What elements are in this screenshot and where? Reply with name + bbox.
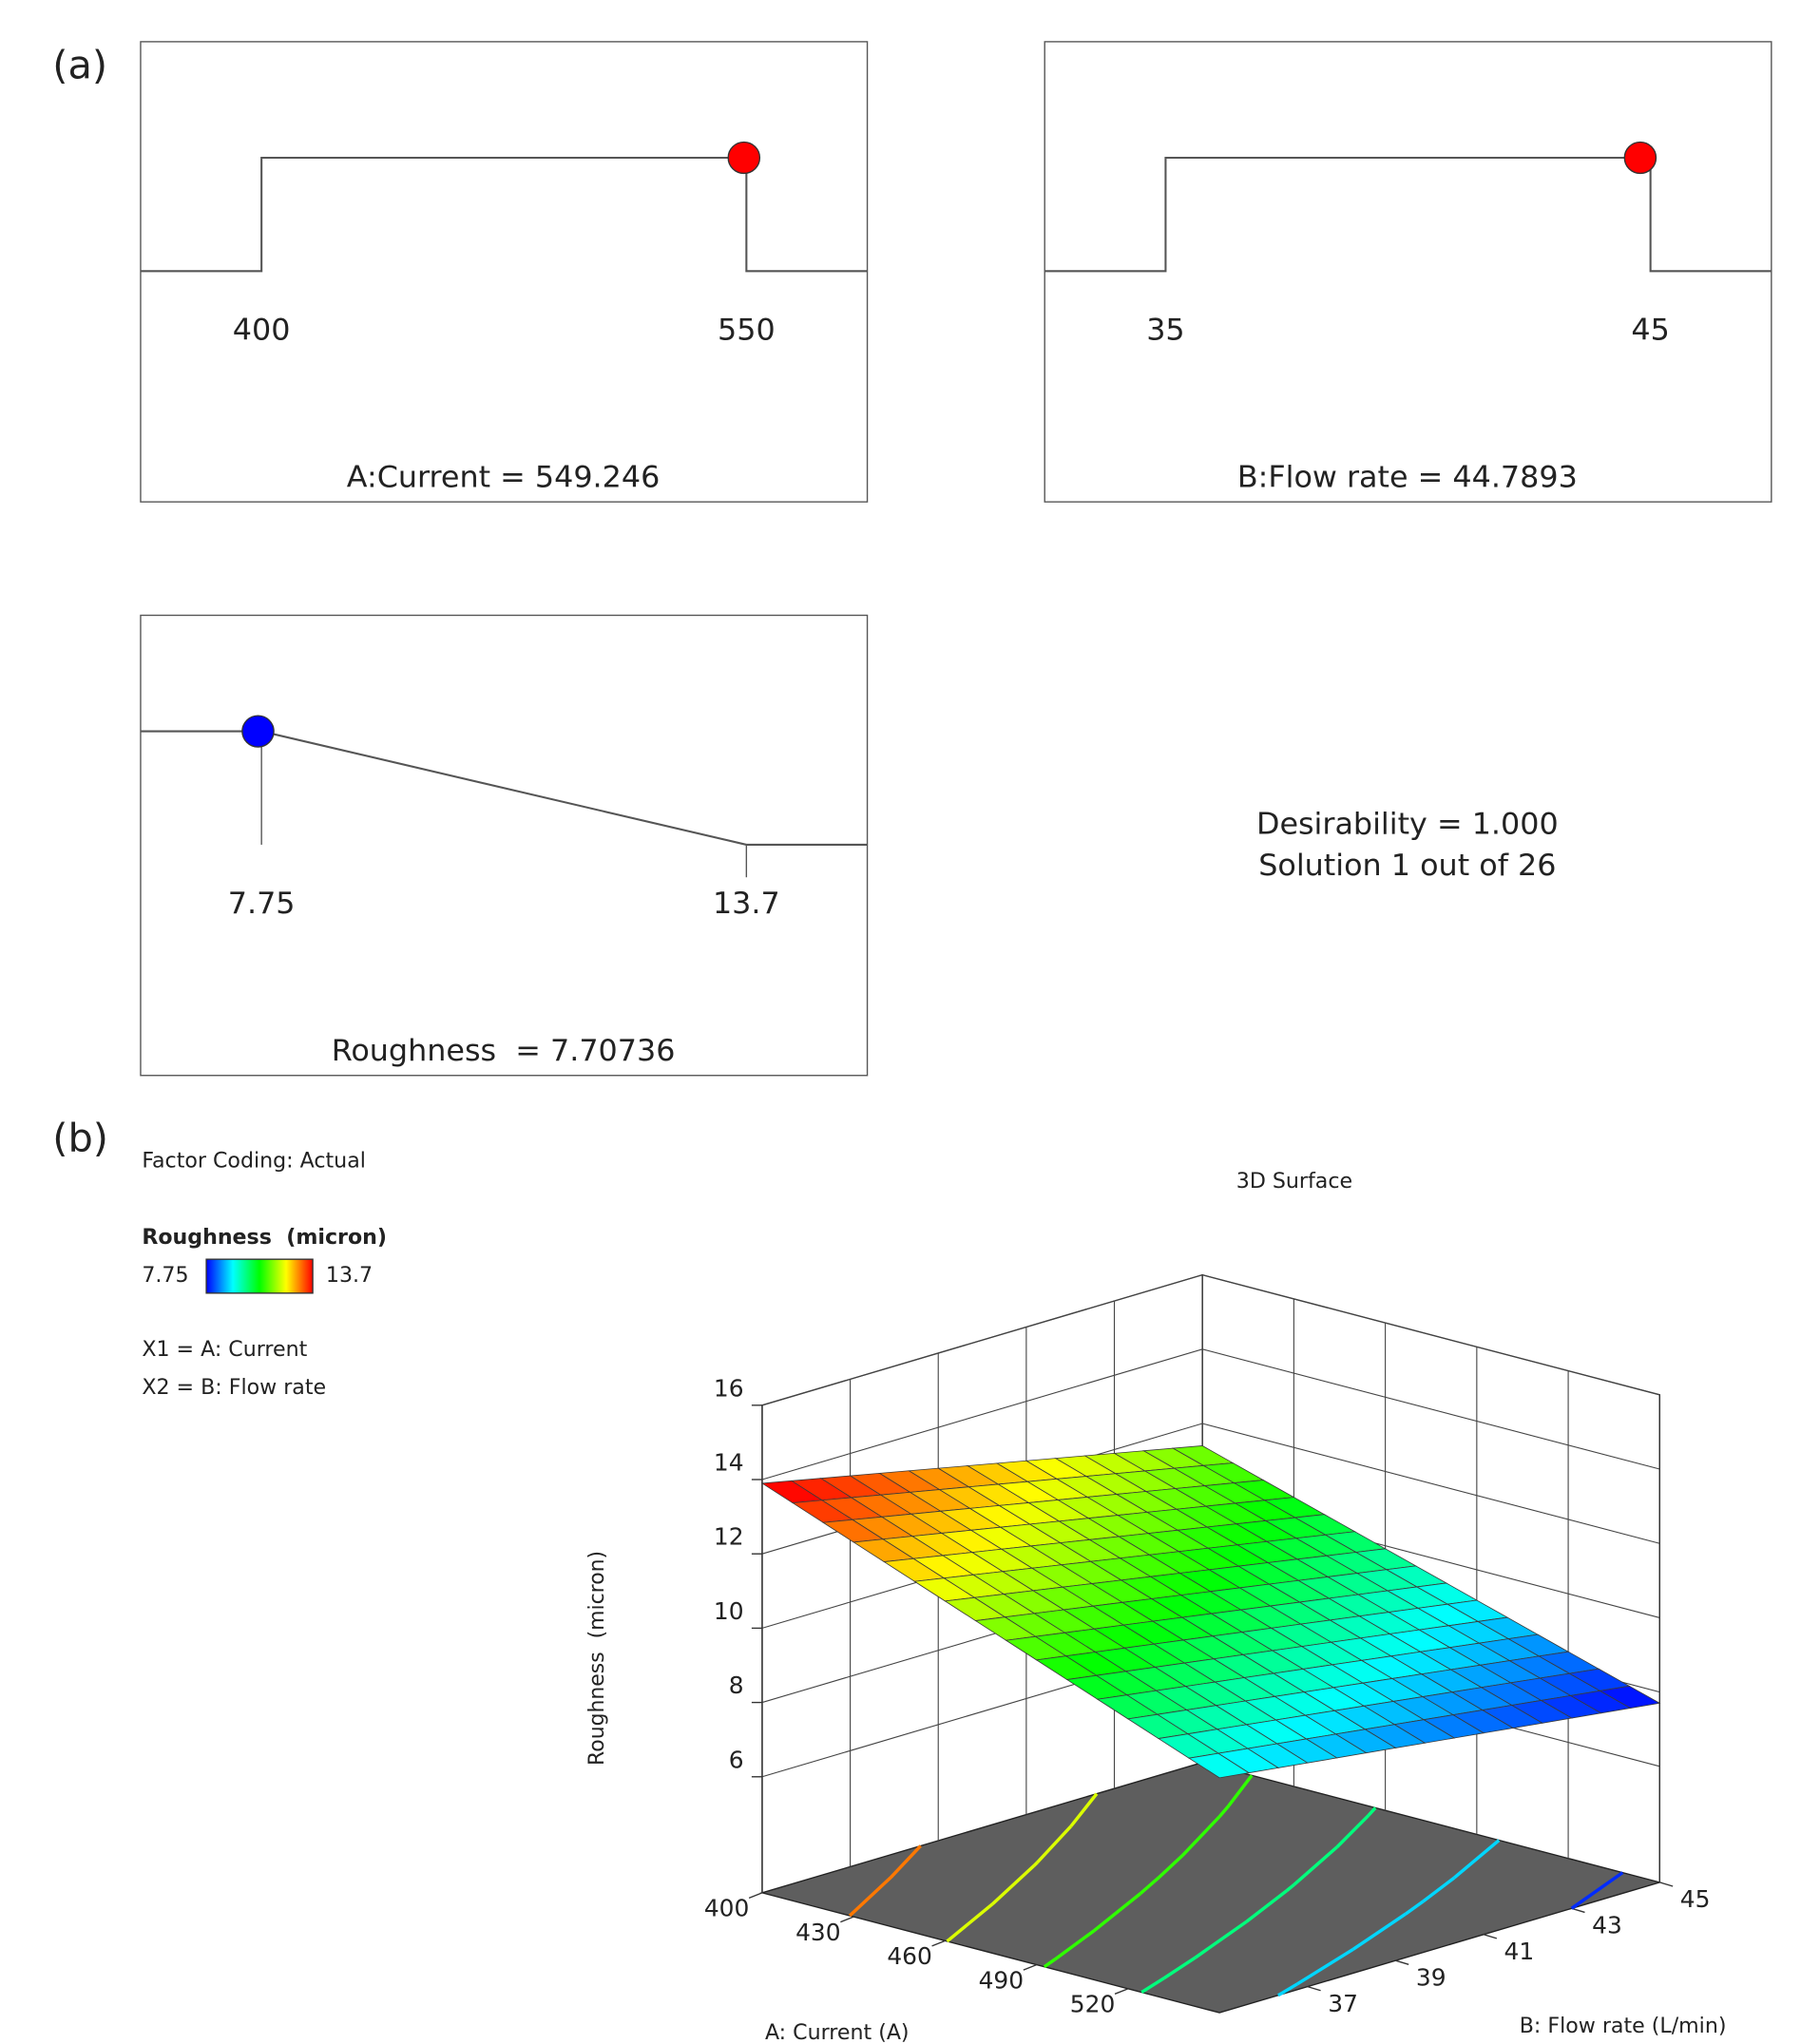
legend-title: Roughness (micron) (142, 1226, 387, 1250)
x-tick (931, 1939, 946, 1947)
x-tick-label: 520 (1070, 1991, 1115, 2018)
ramp-line (1044, 156, 1772, 273)
ramp-caption: Roughness = 7.70736 (332, 1034, 676, 1068)
colorbar-high: 13.7 (326, 1264, 373, 1288)
contour-line (1163, 1956, 1197, 1979)
y-tick (1307, 1985, 1321, 1992)
z-tick-label: 12 (714, 1523, 744, 1551)
y-tick (1571, 1907, 1585, 1914)
z-tick-label: 10 (714, 1597, 744, 1625)
contour-line (1069, 1792, 1099, 1827)
grid-line (761, 1274, 1660, 1406)
z-tick-label: 8 (729, 1671, 744, 1699)
contour-line (1043, 1958, 1057, 1969)
contour-line (1036, 1824, 1073, 1864)
x-tick (840, 1916, 854, 1923)
contour-line (1139, 1876, 1160, 1896)
x-tick (1023, 1963, 1037, 1971)
x-tick-label: 460 (887, 1942, 931, 1970)
contour-line (1180, 1815, 1221, 1857)
contour-line (1276, 1982, 1298, 1997)
z-tick-label: 14 (714, 1449, 744, 1477)
z-axis-label: Roughness (micron) (585, 1551, 609, 1766)
contour-line (1293, 1845, 1339, 1886)
ramp-point (1623, 141, 1657, 175)
contour-line (1453, 1839, 1501, 1880)
x-tick (1114, 1988, 1129, 1995)
contour-line (1351, 1912, 1407, 1951)
y-tick-label: 37 (1328, 1990, 1358, 2017)
x-tick-label: 490 (979, 1966, 1024, 1994)
contour-line (1296, 1948, 1354, 1986)
contour-line (1218, 1805, 1231, 1818)
factor-coding: Factor Coding: Actual (142, 1149, 366, 1173)
contour-line (1335, 1814, 1370, 1848)
contour-line (948, 1902, 994, 1941)
ramp-low-label: 35 (1146, 314, 1184, 348)
y-tick-label: 39 (1416, 1963, 1446, 1991)
y-tick-label: 43 (1592, 1912, 1622, 1939)
y-tick (1395, 1959, 1409, 1965)
ramp-point (727, 141, 761, 175)
panel-label: (b) (52, 1115, 108, 1160)
y-tick (1659, 1882, 1674, 1887)
panel-a: (a) Desirability = 1.000 Solution 1 out … (52, 41, 1772, 1077)
ramp-high-label: 45 (1631, 314, 1669, 348)
desirability: Desirability = 1.000 (1256, 807, 1559, 841)
factor-x1: X1 = A: Current (142, 1338, 307, 1362)
y-tick (1483, 1934, 1498, 1939)
solution: Solution 1 out of 26 (1258, 849, 1556, 883)
contour-line (1422, 1876, 1456, 1903)
contour-line (1285, 1883, 1295, 1892)
contour-line (946, 1938, 950, 1943)
surface-cell (1187, 1752, 1251, 1779)
contour-line (1140, 1977, 1165, 1995)
ramp-point (241, 715, 275, 748)
ramp-caption: A:Current = 549.246 (347, 461, 661, 495)
contour-line (1093, 1892, 1141, 1933)
ramp-line (140, 156, 868, 273)
ramp-low-label: 400 (233, 314, 291, 348)
floor (759, 1761, 1662, 2014)
contour-line (848, 1876, 892, 1918)
colorbar-low: 7.75 (142, 1264, 188, 1288)
contour-line (1570, 1871, 1624, 1910)
colorbar (205, 1258, 314, 1294)
x-tick-label: 430 (795, 1919, 840, 1946)
y-tick-label: 45 (1680, 1885, 1711, 1913)
chart-title: 3D Surface (1236, 1170, 1352, 1194)
contour-line (1195, 1920, 1248, 1959)
contour-line (991, 1864, 1036, 1905)
y-axis-label: B: Flow rate (L/min) (1520, 2015, 1727, 2038)
contour-line (1158, 1854, 1184, 1879)
contour-line (1054, 1929, 1096, 1961)
ramp-low-label: 7.75 (228, 887, 296, 921)
contour-line (1367, 1806, 1377, 1817)
factor-x2: X2 = B: Flow rate (142, 1376, 326, 1400)
panel-b: (b) Factor Coding: Actual Roughness (mic… (52, 1115, 1726, 2044)
z-tick-label: 16 (714, 1374, 744, 1402)
panel-label: (a) (52, 42, 107, 87)
x-tick (748, 1892, 763, 1899)
contour-line (1227, 1774, 1254, 1807)
x-axis-label: A: Current (A) (765, 2021, 910, 2044)
ramp-line (140, 730, 868, 846)
z-tick-label: 6 (729, 1746, 744, 1773)
ramp-high-label: 13.7 (713, 887, 780, 921)
contour-line (1245, 1889, 1289, 1923)
ramp-high-label: 550 (718, 314, 776, 348)
contour-line (1032, 1861, 1039, 1867)
x-tick-label: 400 (704, 1895, 749, 1922)
ramp-caption: B:Flow rate = 44.7893 (1237, 461, 1578, 495)
contour-line (890, 1844, 922, 1879)
y-tick-label: 41 (1504, 1938, 1535, 1965)
contour-line (1404, 1900, 1425, 1916)
